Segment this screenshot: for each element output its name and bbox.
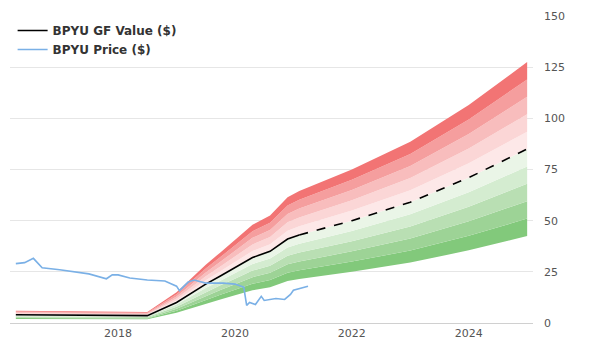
svg-text:2018: 2018 xyxy=(104,327,132,340)
svg-text:50: 50 xyxy=(544,215,558,228)
svg-text:2020: 2020 xyxy=(221,327,249,340)
svg-text:0: 0 xyxy=(544,317,551,330)
svg-text:25: 25 xyxy=(544,266,558,279)
svg-text:BPYU GF Value ($): BPYU GF Value ($) xyxy=(53,24,177,38)
svg-text:100: 100 xyxy=(544,112,565,125)
svg-text:2024: 2024 xyxy=(455,327,483,340)
svg-text:125: 125 xyxy=(544,61,565,74)
svg-text:150: 150 xyxy=(544,10,565,23)
svg-text:75: 75 xyxy=(544,163,558,176)
svg-text:BPYU Price ($): BPYU Price ($) xyxy=(53,43,151,57)
svg-text:2022: 2022 xyxy=(338,327,366,340)
